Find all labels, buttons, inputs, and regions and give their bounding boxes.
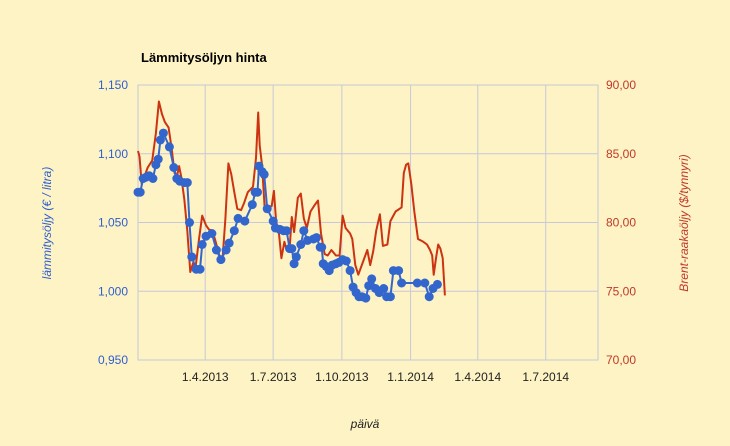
series-heating-oil (133, 128, 442, 303)
data-point (361, 293, 371, 303)
data-point (164, 142, 174, 152)
data-point (224, 238, 234, 248)
data-point (221, 245, 231, 255)
y-left-tick-label: 1,100 (98, 147, 128, 161)
data-point (182, 178, 192, 188)
x-tick-label: 1.7.2013 (250, 370, 297, 384)
data-point (211, 245, 221, 255)
data-point (287, 244, 297, 254)
grid (137, 84, 599, 361)
data-point (312, 233, 321, 243)
data-point (262, 204, 272, 214)
y-left-tick-label: 0,950 (98, 353, 128, 367)
data-point (240, 216, 250, 226)
x-tick-label: 1.7.2014 (522, 370, 569, 384)
data-point (364, 281, 374, 291)
data-point (291, 252, 301, 262)
data-point (153, 154, 163, 164)
brent-line (137, 100, 446, 296)
data-point (296, 240, 306, 249)
data-point (259, 169, 269, 179)
data-point (397, 278, 407, 288)
y-left-tick-label: 1,000 (98, 284, 128, 298)
y-right-tick-label: 90,00 (606, 78, 636, 92)
data-point (229, 226, 239, 236)
data-point (345, 266, 355, 276)
x-tick-label: 1.4.2014 (454, 370, 501, 384)
y-right-tick-label: 70,00 (606, 353, 636, 367)
x-tick-label: 1.10.2013 (315, 370, 369, 384)
data-point (158, 128, 168, 138)
data-point (169, 163, 179, 172)
y-right-tick-label: 85,00 (606, 147, 636, 161)
data-point (247, 200, 257, 210)
data-point (432, 279, 442, 289)
y-right-tick-label: 80,00 (606, 216, 636, 230)
data-point (185, 218, 194, 227)
data-point (268, 216, 278, 226)
data-point (367, 274, 377, 284)
data-point (420, 278, 430, 288)
data-point (253, 187, 262, 197)
y-left-tick-label: 1,150 (98, 78, 128, 92)
data-point (379, 284, 389, 293)
tick-labels: 0,950 1,000 1,050 1,100 1,150 70,00 75,00 80,00… (98, 78, 636, 384)
data-point (187, 252, 197, 262)
data-point (412, 278, 422, 288)
y-axis-right-title: Brent-raakaöljy ($/tynnyri) (677, 154, 691, 291)
data-point (195, 264, 205, 274)
data-point (385, 292, 395, 302)
data-point (216, 255, 226, 265)
data-point (207, 229, 217, 238)
y-axis-left-title: lämmitysöljy (€ / litra) (40, 167, 54, 280)
data-point (289, 259, 299, 269)
data-point (135, 187, 145, 197)
y-left-tick-label: 1,050 (98, 216, 128, 230)
data-point (197, 240, 207, 249)
series-brent (137, 100, 446, 296)
data-point (424, 292, 434, 302)
x-tick-label: 1.1.2014 (387, 370, 434, 384)
data-point (299, 226, 309, 236)
x-axis-title: päivä (350, 417, 380, 431)
data-point (394, 266, 404, 276)
x-tick-label: 1.4.2013 (182, 370, 229, 384)
data-point (317, 242, 327, 252)
chart-title: Lämmitysöljyn hinta (141, 50, 267, 65)
data-point (341, 256, 351, 266)
data-point (148, 174, 158, 183)
data-point (155, 135, 165, 145)
data-point (282, 226, 292, 236)
y-right-tick-label: 75,00 (606, 284, 636, 298)
